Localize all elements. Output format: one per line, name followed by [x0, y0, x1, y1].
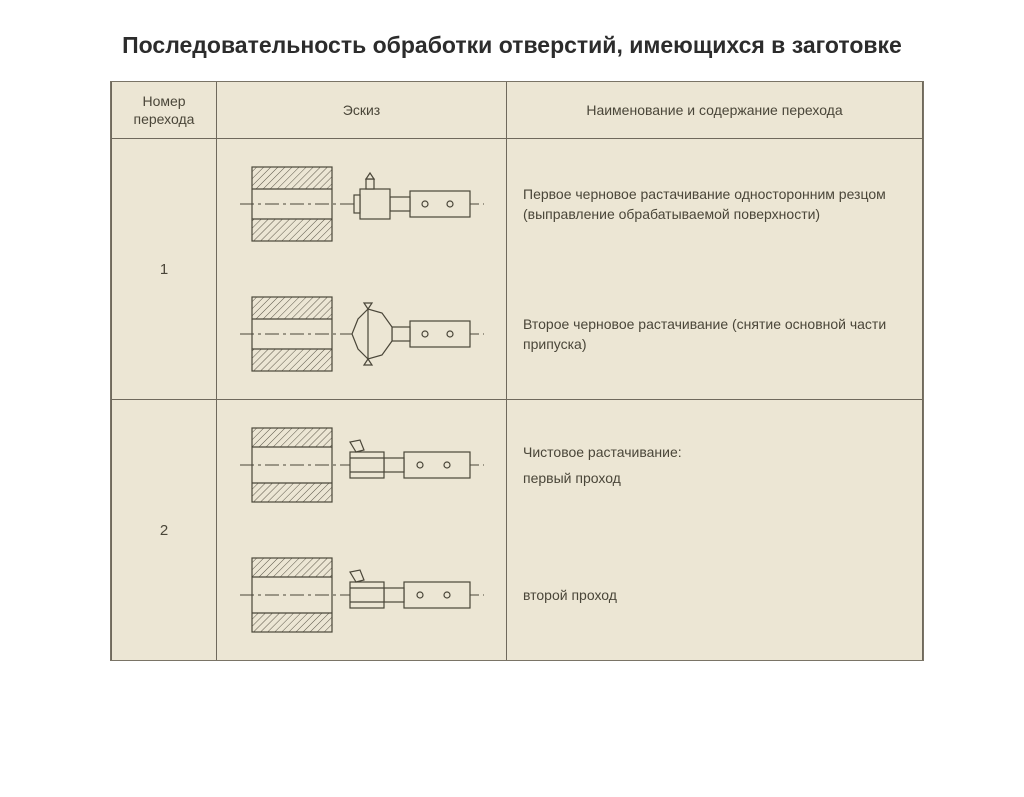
process-table-container: Номер перехода Эскиз Наименование и соде… [110, 81, 924, 661]
col-header-desc: Наименование и содержание перехода [507, 82, 923, 139]
sketch-cell [217, 269, 507, 400]
table-header-row: Номер перехода Эскиз Наименование и соде… [112, 82, 923, 139]
sketch-cell [217, 139, 507, 270]
transition-description: Чистовое растачивание: первый проход [507, 400, 923, 531]
transition-description: второй проход [507, 530, 923, 660]
sketch-bore-single-tip [232, 149, 492, 259]
table-row: Второе черновое растачивание (снятие осн… [112, 269, 923, 400]
sketch-bore-fine [232, 410, 492, 520]
col-header-num: Номер перехода [112, 82, 217, 139]
transition-description: Второе черновое растачивание (снятие осн… [507, 269, 923, 400]
col-header-sketch: Эскиз [217, 82, 507, 139]
sketch-bore-wide-head [232, 279, 492, 389]
table-row: 2 [112, 400, 923, 531]
table-row: 1 [112, 139, 923, 270]
page-title: Последовательность обработки отверстий, … [60, 30, 964, 61]
description-body: первый проход [523, 470, 621, 486]
transition-description: Первое черновое растачивание односторонн… [507, 139, 923, 270]
table-row: второй проход [112, 530, 923, 660]
sketch-cell [217, 400, 507, 531]
sketch-cell [217, 530, 507, 660]
transition-number: 1 [112, 139, 217, 400]
transition-number: 2 [112, 400, 217, 661]
sketch-bore-fine [232, 540, 492, 650]
description-lead: Чистовое растачивание: [523, 442, 906, 462]
process-table: Номер перехода Эскиз Наименование и соде… [111, 82, 923, 660]
